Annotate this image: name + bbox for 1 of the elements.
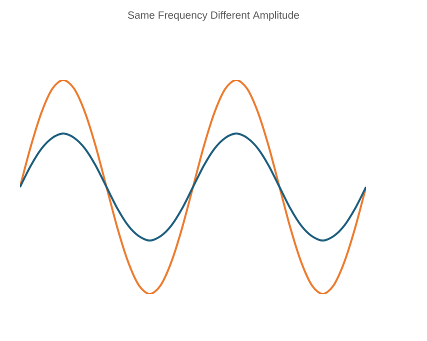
chart-title: Same Frequency Different Amplitude: [128, 11, 299, 21]
